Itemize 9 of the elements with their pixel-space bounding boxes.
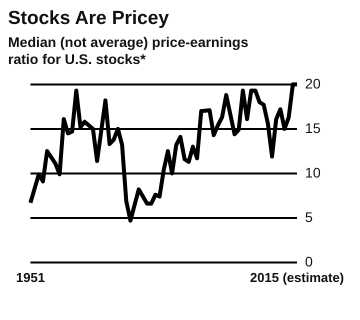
y-tick-label: 15 bbox=[305, 120, 321, 136]
chart-subtitle: Median (not average) price-earnings ratio for U.S. stocks* bbox=[8, 34, 250, 68]
y-tick-label: 5 bbox=[305, 208, 314, 225]
chart-title: Stocks Are Pricey bbox=[8, 8, 170, 30]
y-tick-label: 10 bbox=[305, 164, 321, 180]
y-tick-label: 20 bbox=[305, 75, 321, 92]
x-tick-label: 1951 bbox=[16, 270, 45, 285]
x-tick-label: 2015 (estimate) bbox=[250, 270, 344, 285]
y-tick-label: 0 bbox=[305, 253, 314, 270]
